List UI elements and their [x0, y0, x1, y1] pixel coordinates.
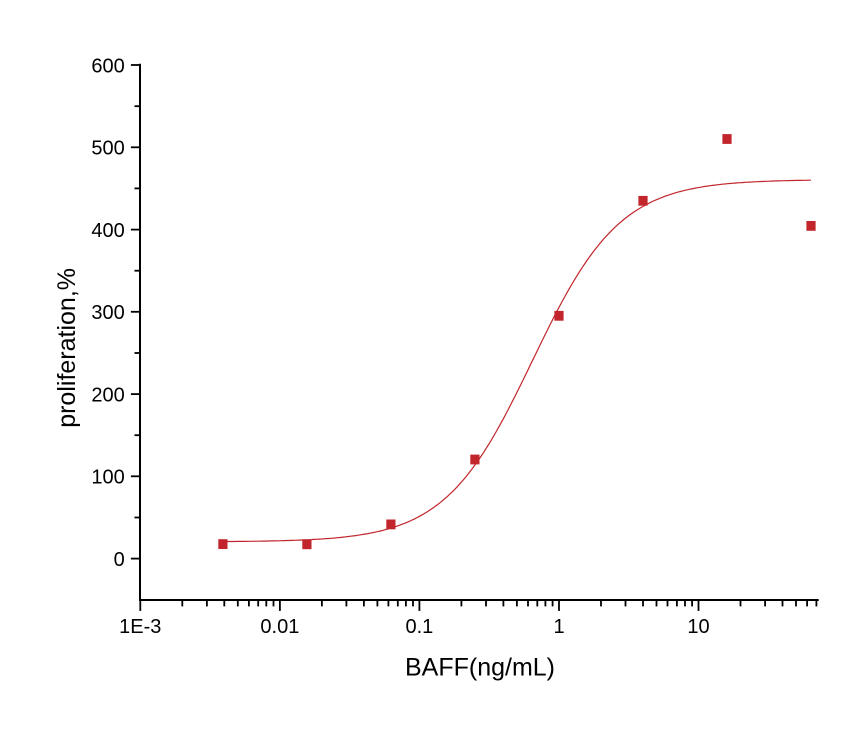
svg-text:500: 500	[91, 138, 124, 160]
svg-text:BAFF(ng/mL): BAFF(ng/mL)	[405, 654, 555, 682]
svg-text:0.1: 0.1	[405, 616, 433, 638]
svg-text:10: 10	[687, 616, 709, 638]
svg-text:600: 600	[91, 55, 124, 77]
svg-text:0: 0	[114, 549, 125, 571]
svg-text:0.01: 0.01	[260, 616, 299, 638]
svg-text:1: 1	[553, 616, 564, 638]
svg-text:400: 400	[91, 220, 124, 242]
svg-text:proliferation,%: proliferation,%	[53, 268, 81, 428]
svg-text:1E-3: 1E-3	[119, 616, 161, 638]
svg-text:300: 300	[91, 302, 124, 324]
svg-text:200: 200	[91, 384, 124, 406]
svg-text:100: 100	[91, 467, 124, 489]
